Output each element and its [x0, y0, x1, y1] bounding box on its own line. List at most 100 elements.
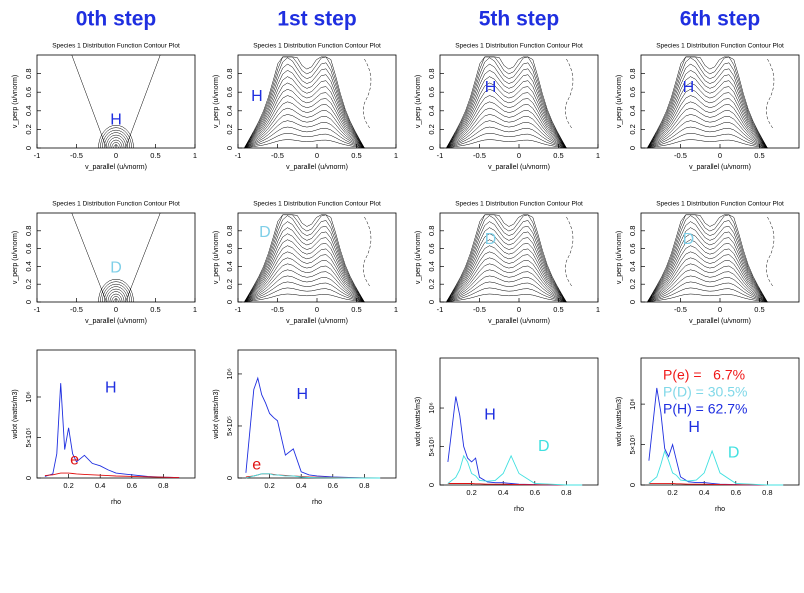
contour-line	[244, 57, 365, 149]
contour-line	[647, 56, 768, 149]
contour-line	[107, 137, 125, 149]
contour-line	[244, 263, 365, 303]
x-tick-label: 0	[718, 305, 722, 314]
contour-line	[647, 107, 768, 149]
x-axis-label: v_parallel (u/vnorm)	[85, 318, 147, 325]
y-tick-label: 0.6	[225, 243, 234, 253]
contour-line	[103, 132, 129, 149]
contour-line	[244, 101, 365, 149]
x-tick-label: -1	[437, 305, 444, 314]
plot-title: Species 1 Distribution Function Contour …	[656, 43, 784, 50]
y-axis-label: v_perp (u/vnorm)	[213, 75, 220, 128]
contour-line	[647, 281, 768, 303]
x-tick-label: 0	[114, 305, 118, 314]
contour-line	[647, 95, 768, 149]
contour-line	[102, 129, 130, 149]
contour-line	[647, 133, 768, 149]
y-axis-label: v_perp (u/vnorm)	[616, 75, 623, 128]
contour-line	[244, 269, 365, 303]
y-axis-label: wdot (watts/m3)	[12, 389, 19, 439]
contour-line	[111, 142, 121, 149]
y-axis-label: wdot (watts/m3)	[213, 389, 220, 439]
y-tick-label: 0.4	[24, 106, 33, 116]
y-tick-label: 0.4	[427, 261, 436, 271]
series-line	[245, 376, 381, 479]
contour-line	[647, 101, 768, 149]
contour-line	[71, 212, 107, 303]
contour-line	[446, 126, 567, 149]
y-tick-label: 0.2	[225, 279, 234, 289]
contour-line	[102, 283, 130, 303]
contour-lines	[244, 56, 372, 149]
x-tick-label: 0.2	[264, 481, 274, 490]
y-tick-label: 0.6	[427, 243, 436, 253]
y-tick-label: 0.6	[427, 87, 436, 97]
contour-line	[446, 245, 567, 303]
x-tick-label: 1	[596, 151, 600, 160]
contour-line	[647, 88, 768, 149]
contour-line	[647, 233, 768, 303]
contour-line	[647, 56, 768, 149]
y-tick-label: 0.2	[225, 124, 234, 134]
x-tick-label: 1	[394, 151, 398, 160]
x-tick-label: 0.5	[754, 151, 764, 160]
y-tick-label: 0.8	[225, 226, 234, 236]
y-tick-label: 0	[24, 300, 33, 304]
contour-line	[647, 120, 768, 149]
contour-line	[446, 275, 567, 303]
x-axis-label: rho	[715, 506, 725, 513]
plot-title: Species 1 Distribution Function Contour …	[656, 201, 784, 208]
contour-annotation: D	[110, 259, 122, 276]
x-tick-label: -1	[34, 305, 41, 314]
series-line	[648, 482, 784, 486]
y-tick-label: 0.6	[24, 87, 33, 97]
contour-line	[244, 293, 365, 303]
contour-line	[244, 139, 365, 149]
contour-line	[100, 281, 132, 303]
x-axis-label: v_parallel (u/vnorm)	[689, 164, 751, 171]
y-tick-label: 0.8	[427, 226, 436, 236]
contour-line	[446, 227, 567, 303]
x-tick-label: -0.5	[70, 305, 83, 314]
contour-dashed	[564, 58, 574, 130]
x-tick-label: 0.4	[95, 481, 105, 490]
contour-line	[647, 293, 768, 303]
y-tick-label: 5×10⁵	[225, 416, 234, 436]
step-heading: 1st step	[277, 8, 356, 31]
y-axis-label: v_perp (u/vnorm)	[213, 231, 220, 284]
contour-line	[125, 212, 161, 303]
contour-dashed	[765, 216, 775, 288]
contour-annotation: H	[485, 79, 497, 96]
y-tick-label: 0.2	[24, 279, 33, 289]
series-label: H	[296, 386, 308, 403]
x-tick-label: -0.5	[674, 151, 687, 160]
plot-title: Species 1 Distribution Function Contour …	[455, 201, 583, 208]
x-tick-label: 0.5	[351, 305, 361, 314]
y-tick-label: 0	[628, 300, 637, 304]
y-tick-label: 0.6	[628, 87, 637, 97]
x-tick-label: 0.5	[553, 305, 563, 314]
contour-line	[446, 120, 567, 149]
step-heading: 5th step	[479, 8, 560, 31]
series-line	[447, 454, 583, 486]
x-tick-label: 0	[718, 151, 722, 160]
x-tick-label: 0.6	[731, 488, 741, 497]
series-line	[44, 472, 180, 479]
x-tick-label: 0.4	[498, 488, 508, 497]
y-tick-label: 10⁶	[628, 398, 637, 409]
contour-line	[244, 88, 365, 149]
y-tick-label: 10⁶	[24, 391, 33, 402]
x-tick-label: 0	[517, 305, 521, 314]
contour-line	[244, 214, 365, 303]
contour-annotation: H	[683, 79, 695, 96]
plot-frame	[36, 349, 196, 479]
x-tick-label: 0	[114, 151, 118, 160]
x-tick-label: 1	[193, 151, 197, 160]
x-tick-label: 1	[394, 305, 398, 314]
contour-line	[647, 287, 768, 303]
y-tick-label: 10⁶	[427, 402, 436, 413]
contour-lines	[647, 56, 775, 149]
series-label: H	[105, 380, 117, 397]
contour-lines	[71, 54, 161, 149]
contour-line	[244, 275, 365, 303]
